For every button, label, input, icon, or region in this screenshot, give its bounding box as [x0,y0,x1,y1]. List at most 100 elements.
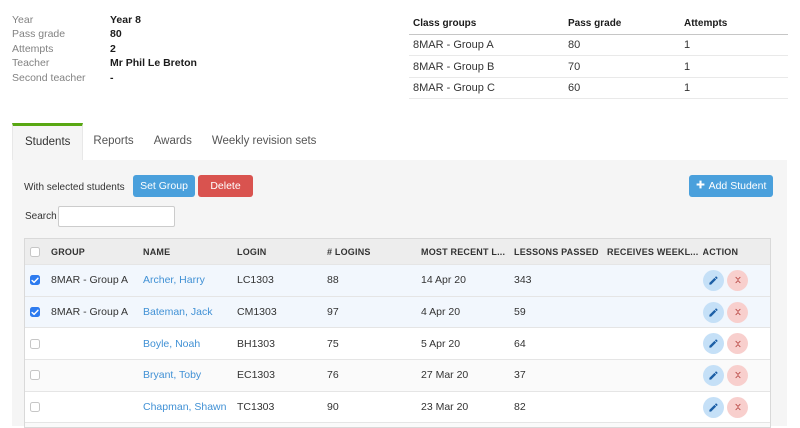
cell-action [702,360,771,391]
student-name-link[interactable]: Bateman, Jack [143,306,213,319]
next-row-partial [25,422,770,428]
info-row: Teacher Mr Phil Le Breton [12,56,392,70]
cell-lessons-passed: 37 [514,369,526,382]
cell-login: CM1303 [237,306,277,319]
class-group-attempts: 1 [684,81,691,94]
students-table-header-row: GROUP NAME LOGIN # LOGINS MOST RECENT L.… [25,239,770,264]
tab[interactable]: Reports [93,135,134,147]
plus-icon-shape [696,180,704,189]
info-row: Second teacher - [12,71,392,85]
search-label: Search [25,211,57,222]
cross-icon [734,403,741,411]
student-name-link[interactable]: Chapman, Shawn [143,401,227,414]
edit-student-button[interactable] [702,396,724,418]
pencil-icon [708,402,718,412]
remove-student-button[interactable] [727,301,748,323]
cell-login: LC1303 [237,274,274,287]
check-icon [31,277,39,283]
class-group-passgrade: 60 [568,81,581,94]
info-row: Pass grade 80 [12,27,392,41]
cross-icon [734,308,741,316]
cell-action [702,297,771,328]
student-row: Boyle, Noah BH1303 75 5 Apr 20 64 [25,327,771,360]
class-group-attempts: 1 [684,39,691,52]
tab[interactable]: Students [12,123,84,160]
header-group[interactable]: GROUP [51,246,86,257]
student-name-link[interactable]: Boyle, Noah [143,337,201,350]
row-checkbox[interactable] [30,370,40,381]
cell-most-recent-login: 23 Mar 20 [421,401,469,414]
pencil-icon [708,371,718,380]
header-most-recent-login[interactable]: MOST RECENT L... [421,246,506,257]
class-group-passgrade: 70 [568,60,581,73]
remove-student-button[interactable] [727,364,748,386]
row-checkbox[interactable] [30,402,40,413]
with-selected-students-label: With selected students [24,182,125,193]
tab-bar: Students Reports Awards Weekly revision set… [12,123,326,160]
info-value: - [110,71,114,84]
class-group-name: 8MAR - Group B [413,60,495,73]
cell-action [702,328,771,359]
header-login[interactable]: LOGIN [237,246,267,257]
cell-most-recent-login: 4 Apr 20 [421,306,461,319]
cell-login: BH1303 [237,337,275,350]
cell-most-recent-login: 5 Apr 20 [421,337,461,350]
row-checkbox[interactable] [30,275,40,286]
remove-student-button[interactable] [727,269,748,291]
class-info-list: Year Year 8 Pass grade 80 Attempts 2 Teache… [12,13,392,85]
class-group-passgrade: 80 [568,39,581,52]
class-group-row: 8MAR - Group B 70 1 [409,56,788,78]
info-value: 80 [110,28,122,41]
cell-num-logins: 76 [327,369,339,382]
row-checkbox[interactable] [30,307,40,318]
class-groups-header-passgrade: Pass grade [568,17,622,29]
delete-button[interactable]: Delete [198,175,253,197]
cross-icon [734,340,741,347]
class-group-name: 8MAR - Group A [413,39,494,52]
check-icon [31,309,39,315]
class-groups-table: Class groups Pass grade Attempts 8MAR - … [409,12,788,100]
row-checkbox[interactable] [30,338,40,349]
cell-num-logins: 88 [327,274,339,287]
info-label: Attempts [12,42,54,55]
cross-icon [734,372,741,379]
header-action: ACTION [702,246,739,257]
class-groups-header-row: Class groups Pass grade Attempts [409,12,788,35]
info-row: Attempts 2 [12,42,392,56]
students-panel: With selected students Set Group Delete … [12,160,787,428]
info-label: Pass grade [12,28,66,41]
remove-student-button[interactable] [727,396,748,418]
edit-student-button[interactable] [702,333,724,355]
cell-most-recent-login: 14 Apr 20 [421,274,466,287]
edit-student-button[interactable] [702,364,724,386]
header-name[interactable]: NAME [143,246,171,257]
pencil-icon [708,307,718,317]
cell-lessons-passed: 82 [514,401,526,414]
header-lessons-passed[interactable]: LESSONS PASSED [514,246,599,257]
header-logins[interactable]: # LOGINS [327,246,371,257]
add-student-button[interactable]: Add Student [689,175,773,197]
student-row: Bryant, Toby EC1303 76 27 Mar 20 37 [25,359,770,391]
student-name-link[interactable]: Archer, Harry [143,274,205,287]
cell-num-logins: 90 [327,401,339,414]
select-all-checkbox[interactable] [30,246,40,257]
cell-action [702,265,771,296]
tab[interactable]: Weekly revision sets [211,135,317,147]
class-group-row: 8MAR - Group A 80 1 [409,35,788,57]
cell-lessons-passed: 59 [514,306,526,319]
cell-login: TC1303 [237,401,275,414]
search-input[interactable] [57,206,175,227]
cell-group: 8MAR - Group A [51,306,129,319]
set-group-button[interactable]: Set Group [133,175,195,197]
tab[interactable]: Awards [153,135,192,147]
cell-group: 8MAR - Group A [51,274,129,287]
header-receives-weekly[interactable]: RECEIVES WEEKL... [607,246,699,257]
edit-student-button[interactable] [702,301,724,323]
plus-icon [696,180,705,192]
cell-action [702,392,771,423]
info-label: Teacher [12,57,50,70]
student-name-link[interactable]: Bryant, Toby [143,369,202,382]
remove-student-button[interactable] [727,333,748,355]
info-value: Year 8 [110,14,141,26]
edit-student-button[interactable] [702,269,724,291]
